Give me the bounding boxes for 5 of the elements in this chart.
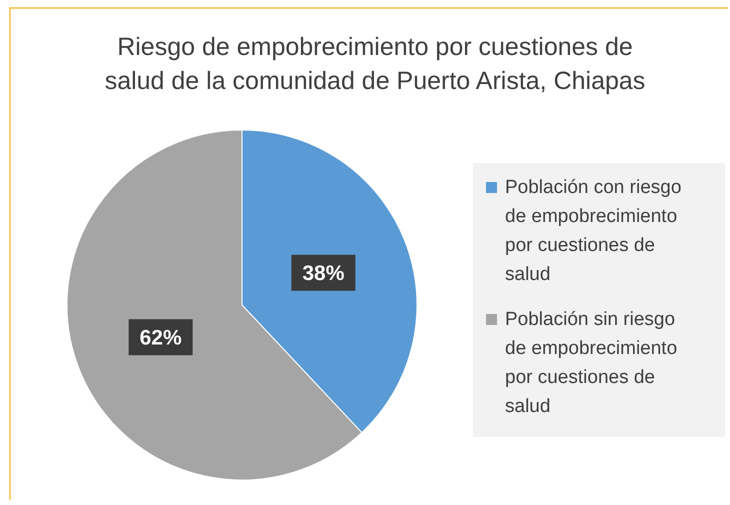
data-label: 38% <box>302 262 345 286</box>
data-label: 62% <box>140 326 182 350</box>
legend-label: Población con riesgo de empobrecimiento por cuestiones de salud <box>505 177 682 285</box>
chart-title: Riesgo de empobrecimiento por cuestiones de salud de la comunidad de Puerto Arista, Chiapas <box>104 33 646 95</box>
legend-label: Población sin riesgo de empobrecimiento por cuestiones de salud <box>505 309 678 417</box>
